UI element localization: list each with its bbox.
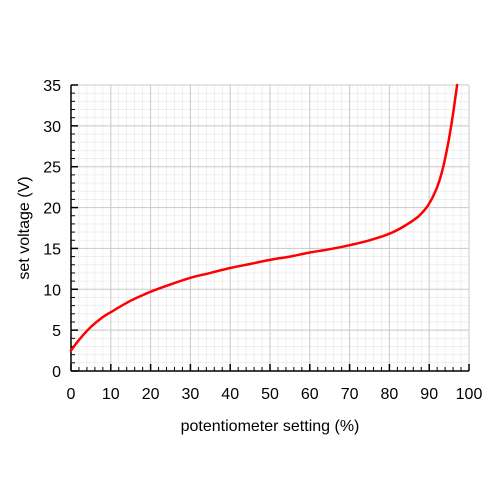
- x-tick-label: 10: [102, 386, 120, 403]
- y-tick-label: 25: [43, 160, 61, 177]
- y-tick-label: 0: [52, 364, 61, 381]
- ticks: [70, 84, 470, 372]
- x-tick-label: 40: [221, 386, 239, 403]
- series: [69, 83, 459, 352]
- x-tick-label: 0: [67, 386, 76, 403]
- x-tick-label: 70: [341, 386, 359, 403]
- tick-labels: 0 10 20 30 40 50 60 70 80 90 100 0 5 10 15 20 25 30 35: [43, 78, 482, 403]
- x-tick-label: 100: [456, 386, 483, 403]
- y-tick-label: 5: [52, 323, 61, 340]
- x-tick-label: 50: [261, 386, 279, 403]
- x-axis-label: potentiometer setting (%): [181, 418, 360, 435]
- x-tick-label: 20: [142, 386, 160, 403]
- y-tick-label: 35: [43, 78, 61, 95]
- x-tick-label: 60: [301, 386, 319, 403]
- grid: [71, 84, 470, 371]
- x-tick-label: 90: [420, 386, 438, 403]
- x-tick-label: 80: [381, 386, 399, 403]
- y-tick-label: 10: [43, 282, 61, 299]
- x-tick-label: 30: [182, 386, 200, 403]
- y-tick-label: 15: [43, 241, 61, 258]
- voltage-curve: [69, 83, 459, 352]
- y-tick-label: 30: [43, 119, 61, 136]
- y-axis-label: set voltage (V): [16, 176, 33, 279]
- y-tick-label: 20: [43, 201, 61, 218]
